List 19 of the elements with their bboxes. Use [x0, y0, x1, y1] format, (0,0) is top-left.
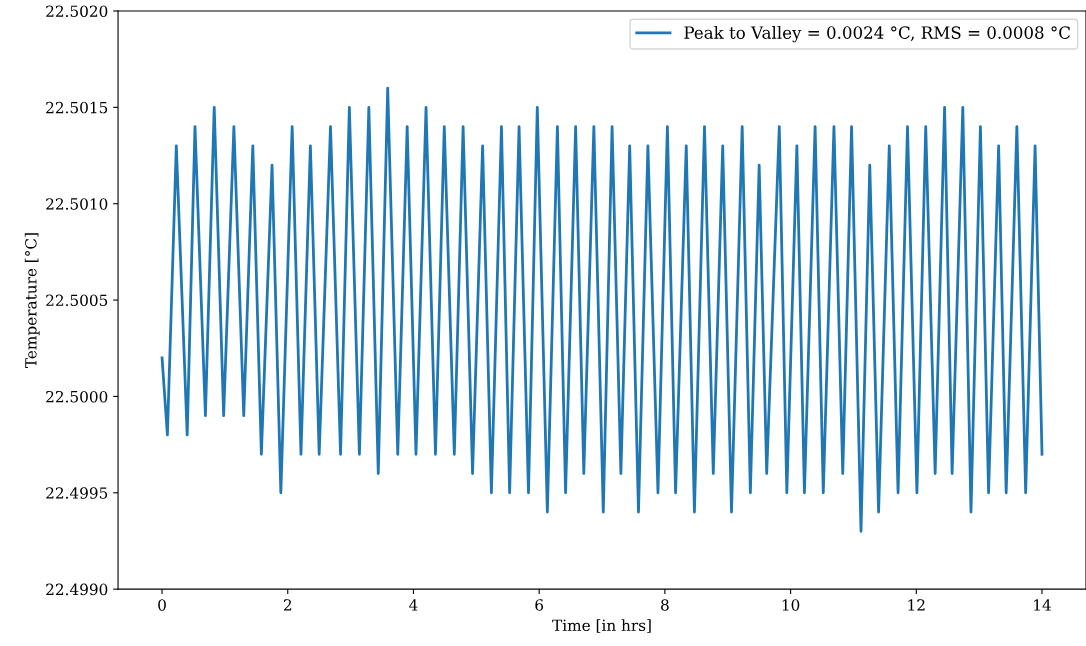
y-axis-title: Temperature [°C]	[24, 233, 40, 369]
y-tick-label: 22.5005	[46, 294, 108, 307]
x-tick-label: 14	[1034, 599, 1051, 611]
y-tick-label: 22.5010	[46, 198, 108, 210]
y-tick-label: 22.4990	[46, 583, 108, 596]
line-series	[160, 86, 1044, 533]
y-tick-label: 22.5020	[46, 5, 108, 17]
x-axis-title: Time [in hrs]	[552, 619, 651, 633]
x-tick-label: 2	[283, 599, 292, 611]
x-tick-label: 12	[908, 599, 925, 611]
y-tick-label: 22.5015	[46, 101, 108, 114]
x-tick-label: 4	[409, 599, 418, 611]
x-tick-label: 0	[158, 599, 166, 611]
x-tick-label: 10	[782, 599, 800, 611]
y-tick-label: 22.4995	[46, 487, 108, 499]
x-tick-label: 8	[661, 599, 669, 611]
legend-label: Peak to Valley = 0.0024 °C, RMS = 0.0008 °C	[684, 25, 1070, 43]
y-tick-label: 22.5000	[46, 390, 108, 403]
x-tick-label: 6	[535, 599, 544, 611]
